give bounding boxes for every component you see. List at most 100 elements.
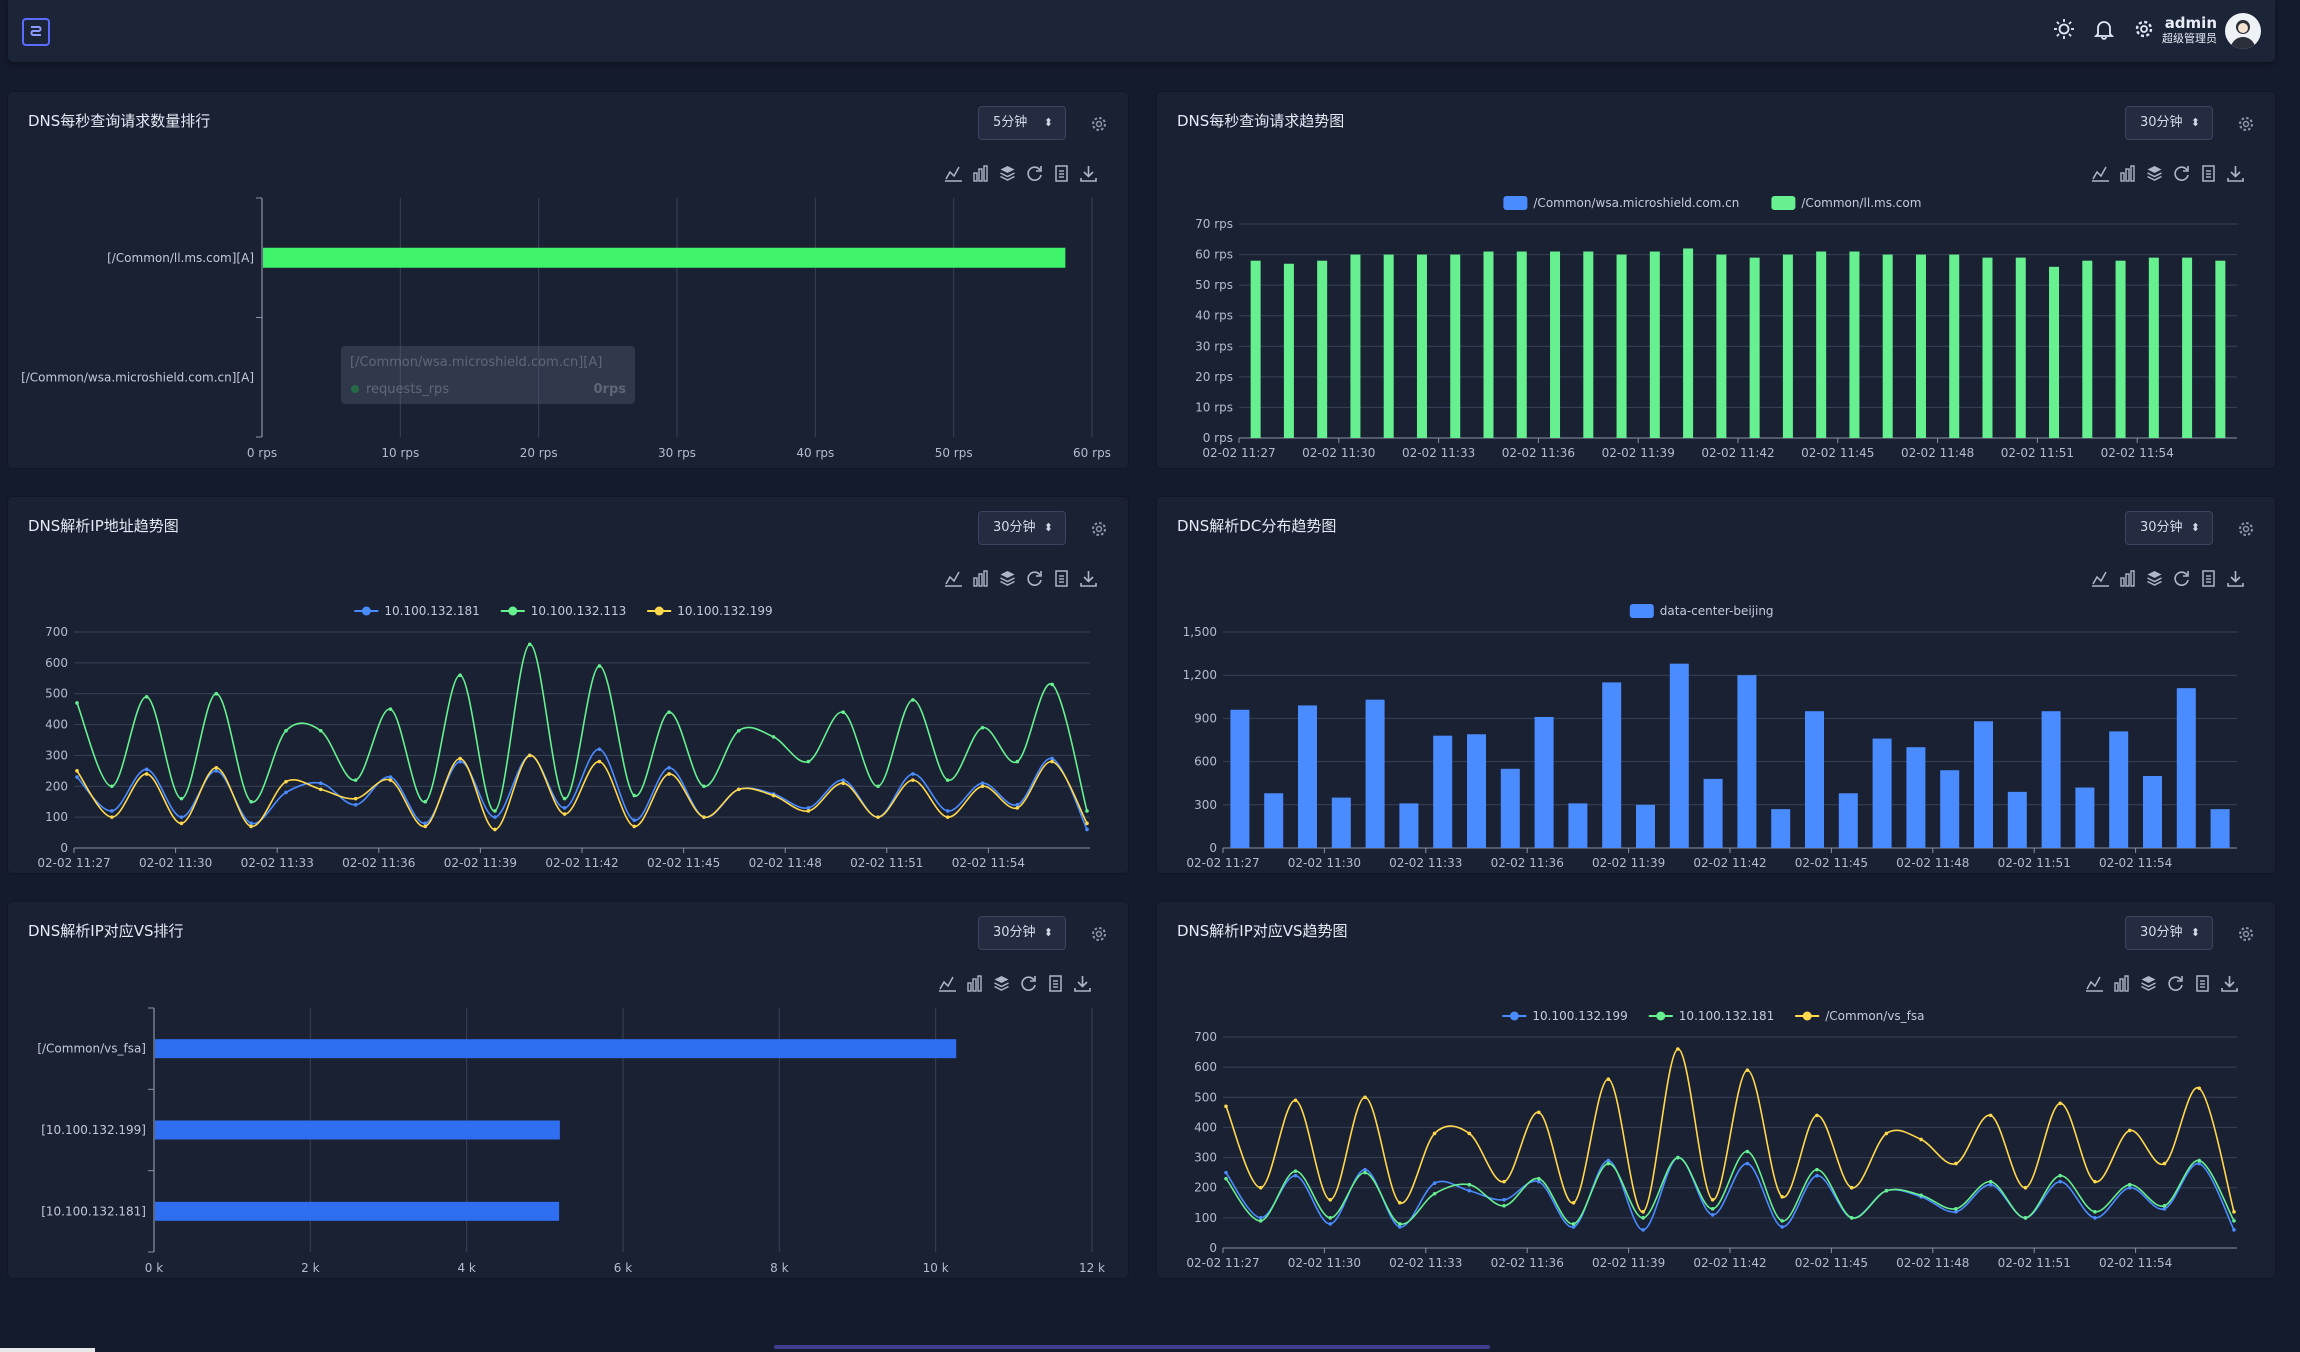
sun-icon[interactable]	[2053, 18, 2075, 40]
bar[interactable]	[1450, 254, 1461, 438]
download-icon[interactable]	[1073, 974, 1092, 993]
bar[interactable]	[2115, 260, 2126, 438]
data-view-icon[interactable]	[2199, 569, 2218, 588]
stack-icon[interactable]	[992, 974, 1011, 993]
refresh-icon[interactable]	[1019, 974, 1038, 993]
bar[interactable]	[2215, 260, 2226, 438]
legend-item[interactable]: 10.100.132.199	[647, 604, 773, 618]
panel-settings-icon[interactable]	[2237, 115, 2255, 133]
time-range-select[interactable]: 5分钟 ⬍	[978, 106, 1066, 140]
legend-item[interactable]: 10.100.132.199	[1502, 1009, 1628, 1023]
bar[interactable]	[2176, 688, 2196, 848]
bar[interactable]	[2143, 776, 2162, 848]
bar[interactable]	[2148, 257, 2159, 438]
user-info[interactable]: admin 超级管理员	[2162, 14, 2217, 46]
panel-settings-icon[interactable]	[1090, 115, 1108, 133]
time-range-select[interactable]: 30分钟 ⬍	[978, 916, 1066, 950]
bar[interactable]	[1872, 738, 1892, 848]
download-icon[interactable]	[1079, 569, 1098, 588]
bar-chart-icon[interactable]	[2118, 569, 2137, 588]
bar[interactable]	[1636, 804, 1655, 848]
bar[interactable]	[1915, 254, 1926, 438]
app-logo-icon[interactable]	[22, 18, 50, 46]
time-range-select[interactable]: 30分钟 ⬍	[2125, 106, 2213, 140]
refresh-icon[interactable]	[1025, 569, 1044, 588]
data-view-icon[interactable]	[1046, 974, 1065, 993]
bar[interactable]	[1416, 254, 1427, 438]
bar[interactable]	[1602, 682, 1622, 848]
series-line[interactable]	[1225, 1156, 2235, 1231]
line-chart-icon[interactable]	[944, 569, 963, 588]
bar[interactable]	[1383, 254, 1394, 438]
bar[interactable]	[1298, 705, 1317, 848]
bar-chart-icon[interactable]	[965, 974, 984, 993]
bar[interactable]	[1230, 709, 1250, 848]
bar[interactable]	[1982, 257, 1993, 438]
line-chart-icon[interactable]	[2085, 974, 2104, 993]
refresh-icon[interactable]	[2172, 569, 2191, 588]
bar[interactable]	[1616, 254, 1627, 438]
bar[interactable]	[2109, 731, 2129, 848]
bar[interactable]	[263, 247, 1066, 268]
legend-item[interactable]: data-center-beijing	[1629, 604, 1774, 618]
bar[interactable]	[1649, 251, 1660, 438]
refresh-icon[interactable]	[2166, 974, 2185, 993]
bar[interactable]	[1331, 797, 1351, 848]
bar-chart-icon[interactable]	[2112, 974, 2131, 993]
bar[interactable]	[1716, 254, 1727, 438]
bar[interactable]	[1350, 254, 1361, 438]
panel-settings-icon[interactable]	[1090, 520, 1108, 538]
gear-icon[interactable]	[2133, 18, 2155, 40]
time-range-select[interactable]: 30分钟 ⬍	[978, 511, 1066, 545]
avatar[interactable]	[2225, 13, 2261, 49]
line-chart-icon[interactable]	[938, 974, 957, 993]
bell-icon[interactable]	[2093, 18, 2115, 40]
stack-icon[interactable]	[998, 569, 1017, 588]
bar[interactable]	[1940, 770, 1960, 848]
legend-item[interactable]: 10.100.132.181	[354, 604, 480, 618]
download-icon[interactable]	[2226, 164, 2245, 183]
bar[interactable]	[2210, 809, 2230, 848]
bar[interactable]	[2082, 260, 2093, 438]
bar[interactable]	[1838, 793, 1858, 848]
line-chart-icon[interactable]	[2091, 569, 2110, 588]
data-view-icon[interactable]	[2193, 974, 2212, 993]
line-chart-icon[interactable]	[2091, 164, 2110, 183]
stack-icon[interactable]	[998, 164, 1017, 183]
bar[interactable]	[2075, 787, 2095, 848]
bar[interactable]	[2049, 266, 2060, 438]
data-view-icon[interactable]	[1052, 569, 1071, 588]
bar[interactable]	[1583, 251, 1594, 438]
bar[interactable]	[1283, 263, 1294, 438]
legend-item[interactable]: 10.100.132.181	[1648, 1009, 1774, 1023]
bar[interactable]	[1703, 778, 1723, 848]
bar[interactable]	[155, 1201, 560, 1221]
panel-settings-icon[interactable]	[2237, 925, 2255, 943]
bar[interactable]	[2015, 257, 2026, 438]
bar[interactable]	[1737, 675, 1757, 848]
bar[interactable]	[1669, 663, 1689, 848]
bar[interactable]	[1516, 251, 1527, 438]
bar[interactable]	[1264, 793, 1284, 848]
time-range-select[interactable]: 30分钟 ⬍	[2125, 511, 2213, 545]
bar[interactable]	[2007, 791, 2027, 848]
bar[interactable]	[1399, 803, 1419, 848]
bar[interactable]	[1467, 734, 1486, 848]
series-line[interactable]	[76, 754, 1088, 831]
bar[interactable]	[1816, 251, 1827, 438]
bar[interactable]	[1250, 260, 1261, 438]
bar[interactable]	[1534, 716, 1554, 848]
stack-icon[interactable]	[2139, 974, 2158, 993]
bar[interactable]	[1483, 251, 1494, 438]
bar[interactable]	[1849, 251, 1860, 438]
bar[interactable]	[1906, 747, 1926, 848]
bar[interactable]	[2182, 257, 2193, 438]
bar-chart-icon[interactable]	[971, 164, 990, 183]
bar[interactable]	[1749, 257, 1760, 438]
stack-icon[interactable]	[2145, 569, 2164, 588]
refresh-icon[interactable]	[2172, 164, 2191, 183]
legend-item[interactable]: /Common/ll.ms.com	[1771, 196, 1921, 210]
bar[interactable]	[1433, 735, 1453, 848]
time-range-select[interactable]: 30分钟 ⬍	[2125, 916, 2213, 950]
bar-chart-icon[interactable]	[2118, 164, 2137, 183]
